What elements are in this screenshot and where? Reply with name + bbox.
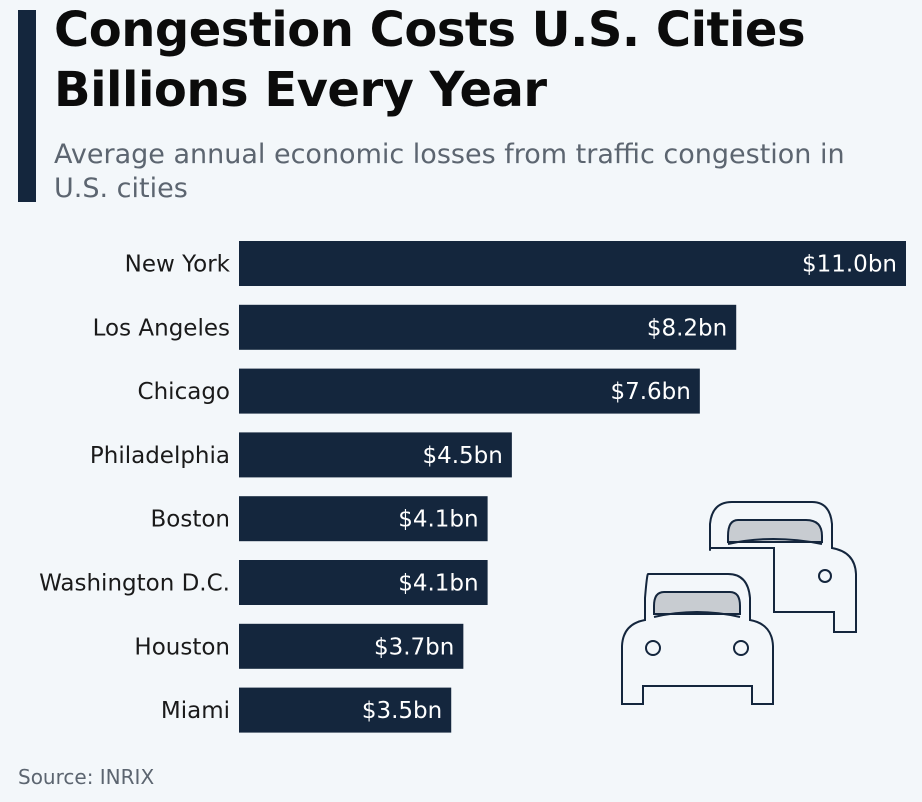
car-icon (621, 501, 857, 705)
bar-chicago (239, 368, 700, 414)
value-label: $4.1bn (398, 571, 478, 597)
value-label: $8.2bn (647, 315, 727, 341)
value-label: $4.5bn (422, 443, 502, 469)
category-label: Miami (161, 698, 230, 724)
value-label: $4.1bn (398, 507, 478, 533)
value-label: $7.6bn (610, 379, 690, 405)
value-label: $3.5bn (362, 698, 442, 724)
chart-subtitle: Average annual economic losses from traf… (54, 139, 845, 204)
bar-philadelphia (239, 432, 512, 478)
source-note: Source: INRIX (18, 765, 155, 789)
title-accent-bar (18, 10, 36, 202)
category-label: Los Angeles (93, 315, 230, 341)
category-label: Houston (134, 634, 230, 660)
bar-miami (239, 687, 452, 733)
bar-new-york (239, 241, 906, 286)
category-label: Philadelphia (90, 443, 230, 469)
title-line-2: Billions Every Year (54, 62, 547, 118)
chart-title: Congestion Costs U.S. Cities Billions Ev… (54, 0, 806, 120)
value-label: $11.0bn (802, 252, 897, 278)
category-label: Washington D.C. (39, 571, 230, 597)
value-label: $3.7bn (374, 634, 454, 660)
bar-houston (239, 623, 464, 669)
bar-boston (239, 496, 488, 542)
category-label: Chicago (138, 379, 230, 405)
category-label: New York (125, 252, 231, 278)
bar-los-angeles (239, 304, 737, 350)
category-label: Boston (150, 507, 230, 533)
bar-washington-d-c (239, 560, 488, 605)
title-line-1: Congestion Costs U.S. Cities (54, 2, 806, 58)
